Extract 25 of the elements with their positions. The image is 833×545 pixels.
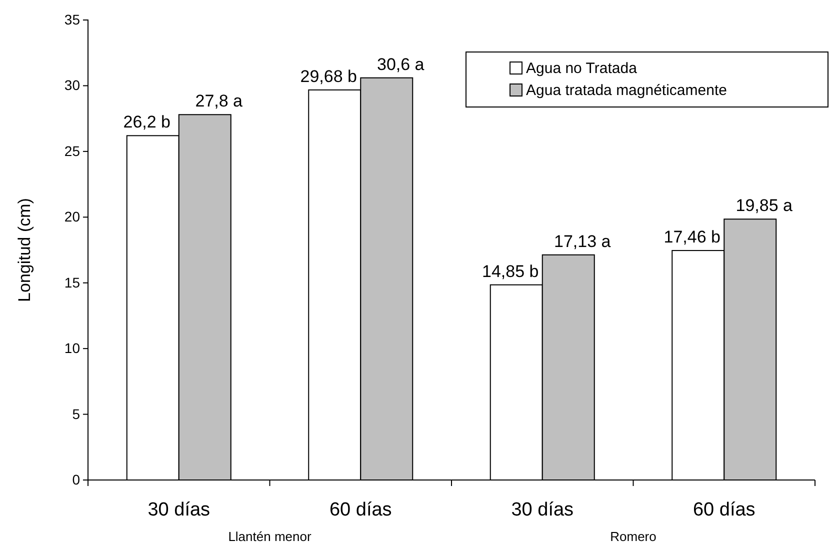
x-tick-label: 30 días: [148, 499, 210, 520]
y-tick-label: 20: [64, 208, 80, 225]
data-label: 26,2 b: [123, 112, 171, 132]
data-label: 29,68 b: [300, 66, 357, 86]
data-label: 27,8 a: [195, 92, 244, 111]
data-label: 17,13 a: [554, 232, 612, 251]
text: Romero: [610, 529, 656, 544]
data-label: 19,85 a: [736, 196, 794, 216]
x-tick-label: 60 días: [329, 499, 392, 520]
y-tick-label: 30: [64, 77, 80, 94]
y-tick-label: 35: [64, 11, 80, 28]
y-axis-title: Longitud (cm): [15, 198, 34, 302]
x-tick-label: 30 días: [511, 499, 574, 520]
data-label: 17,46 b: [664, 228, 720, 247]
y-tick-label: 25: [64, 142, 80, 159]
x-tick-label: 60 días: [692, 499, 756, 520]
y-tick-label: 0: [72, 471, 80, 488]
legend-label: Agua no Tratada: [526, 60, 638, 77]
y-tick-label: 15: [64, 274, 80, 290]
y-tick-label: 5: [72, 406, 80, 422]
y-tick-label: 10: [64, 340, 80, 356]
data-label: 30,6 a: [376, 54, 425, 74]
data-label: 14,85 b: [482, 262, 539, 281]
legend-label: Agua tratada magnéticamente: [526, 82, 727, 99]
text: Llantén menor: [228, 529, 312, 544]
